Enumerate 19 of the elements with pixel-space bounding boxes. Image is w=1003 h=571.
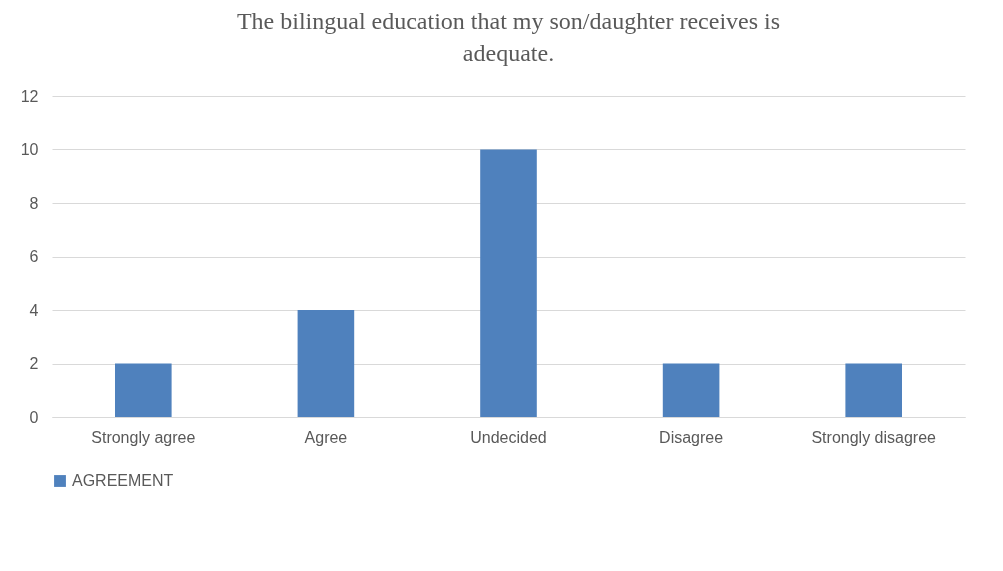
x-tick-label: Agree [304,428,348,446]
bar [480,149,537,417]
x-tick-label: Strongly disagree [811,428,937,446]
bar [297,310,355,417]
y-tick-label: 6 [29,248,39,265]
legend-label: AGREEMENT [72,472,174,489]
y-tick-label: 0 [29,408,39,426]
y-tick-label: 12 [20,87,39,105]
bar [662,363,720,417]
chart-title: The bilingual education that my son/daughter receives is adequate. [236,8,781,66]
y-tick-label: 2 [29,355,39,372]
y-tick-label: 10 [20,141,39,158]
x-tick-label: Strongly agree [91,428,196,446]
x-tick-label: Disagree [659,428,724,446]
x-tick-label: Undecided [470,428,547,446]
y-tick-label: 8 [29,194,39,212]
y-tick-label: 4 [29,301,39,319]
bar [115,363,172,417]
bar [845,363,902,417]
